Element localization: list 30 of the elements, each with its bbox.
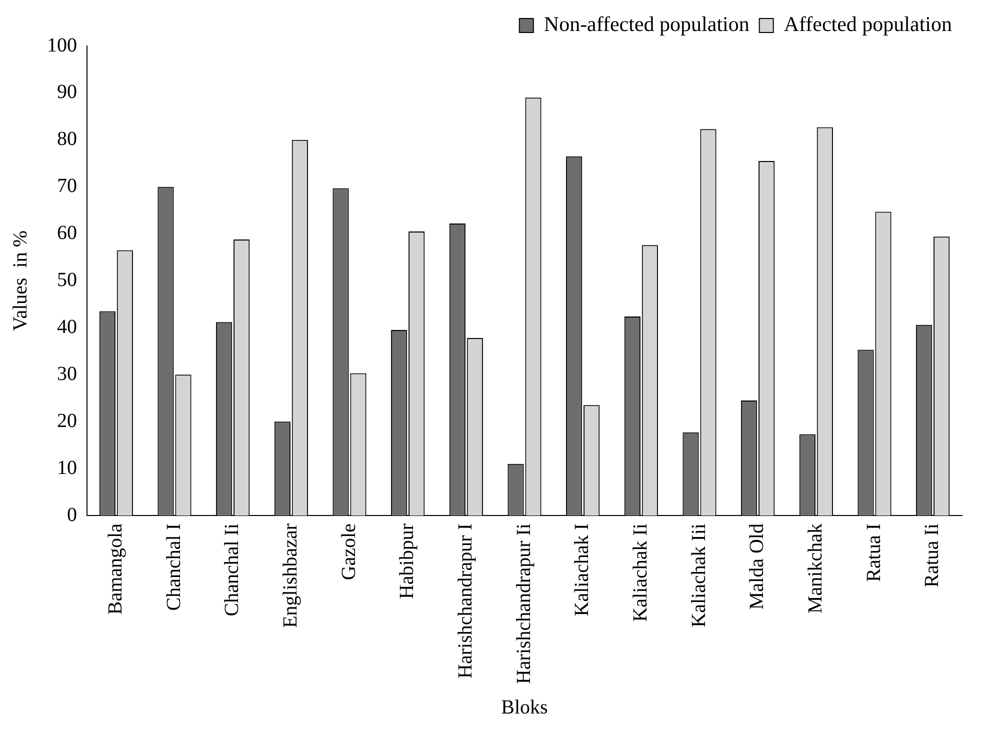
x-tick-label: Ratua Ii (921, 523, 944, 588)
x-tick-label: Bamangola (104, 523, 126, 615)
y-tick-label: 60 (57, 222, 77, 244)
x-tick-label: Kaliachak Iii (688, 523, 710, 628)
x-tick-label: Englishbazar (279, 523, 302, 628)
x-tick-label: Gazole (338, 523, 360, 580)
x-tick-label: Chanchal Ii (221, 523, 244, 616)
legend-label: Affected population (784, 12, 952, 36)
y-tick-label: 10 (57, 456, 77, 479)
y-tick-label: 100 (47, 34, 77, 56)
x-tick-label: Harishchandrapur Ii (512, 523, 535, 684)
x-tick-label: Kaliachak Ii (629, 523, 652, 622)
x-tick-label: Chanchal I (162, 524, 185, 611)
x-axis-title: Bloks (501, 696, 548, 718)
y-tick-label: 70 (57, 175, 77, 198)
y-tick-label: 40 (57, 316, 77, 338)
y-tick-label: 90 (57, 81, 77, 104)
y-tick-label: 0 (67, 504, 77, 526)
y-tick-label: 50 (57, 269, 77, 292)
x-tick-label: Malda Old (746, 524, 768, 610)
y-tick-label: 80 (57, 128, 77, 150)
x-tick-label: Harishchandrapur I (454, 524, 476, 678)
x-tick-label: Kaliachak I (571, 524, 594, 616)
y-tick-label: 20 (57, 410, 77, 432)
legend-label: Non-affected population (544, 12, 750, 36)
y-tick-label: 30 (57, 362, 77, 385)
x-tick-label: Habibpur (396, 523, 418, 600)
y-axis-title: Values in % (9, 230, 32, 332)
x-tick-label: Ratua I (862, 524, 885, 582)
x-tick-label: Manikchak (804, 524, 826, 614)
